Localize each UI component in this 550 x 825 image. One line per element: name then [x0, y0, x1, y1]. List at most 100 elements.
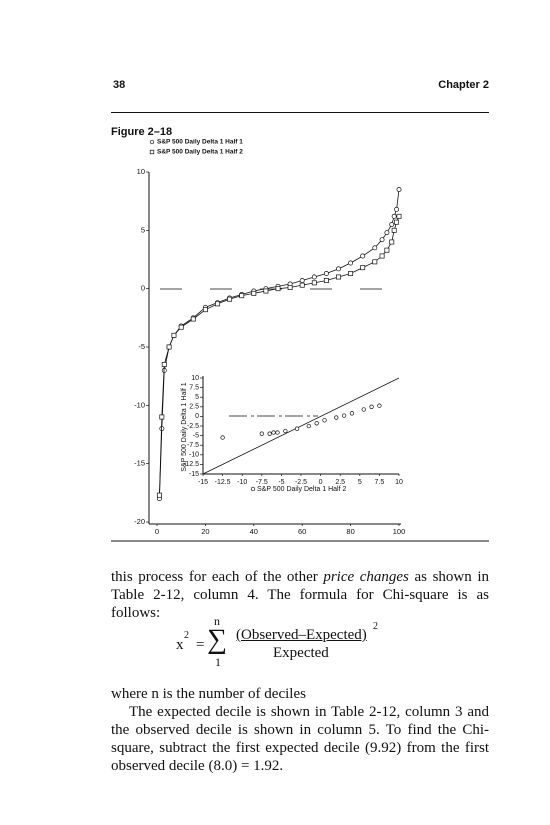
circle-marker — [389, 222, 395, 227]
square-marker — [275, 286, 281, 292]
y-tick-label: 0 — [141, 284, 145, 293]
formula-numerator-exp: 2 — [373, 621, 378, 632]
square-marker — [263, 288, 269, 294]
formula-numerator: (Observed–Expected) — [236, 627, 367, 643]
y-tick-label: 2.5 — [189, 404, 199, 411]
square-marker — [379, 253, 385, 259]
formula-upper: n — [214, 614, 220, 628]
square-marker — [202, 307, 208, 313]
square-marker — [251, 290, 257, 296]
x-tick-label: 0 — [319, 479, 323, 486]
circle-marker — [275, 430, 280, 435]
y-tick-label: -20 — [134, 517, 145, 526]
square-marker — [239, 293, 245, 299]
square-marker — [323, 278, 329, 283]
square-marker — [215, 301, 220, 307]
circle-marker — [259, 431, 264, 436]
x-tick-label: 20 — [201, 527, 209, 536]
inset-x-label: S&P 500 Daily Delta 1 Half 2 — [257, 486, 346, 493]
y-tick-label: -15 — [189, 471, 199, 478]
diagonal-line — [202, 377, 400, 475]
y-tick-label: 5 — [195, 394, 199, 401]
legend-label: S&P 500 Daily Delta 1 Half 2 — [157, 149, 243, 156]
circle-marker — [348, 260, 354, 266]
x-tick-label: -15 — [198, 479, 208, 486]
circle-marker — [369, 404, 374, 409]
circle-marker — [294, 426, 300, 431]
x-tick-label: 0 — [155, 527, 159, 536]
square-marker — [227, 296, 233, 302]
y-tick-label: -15 — [134, 459, 145, 468]
circle-marker — [372, 245, 378, 251]
circle-marker — [311, 274, 317, 280]
square-marker — [299, 282, 305, 288]
legend-label: S&P 500 Daily Delta 1 Half 1 — [157, 139, 243, 146]
square-marker — [394, 219, 400, 225]
formula-denominator: Expected — [273, 645, 329, 661]
y-tick-label: -10 — [189, 452, 199, 459]
text: this process for each of the other — [111, 569, 324, 585]
circle-marker — [384, 230, 390, 236]
circle-marker — [323, 271, 329, 276]
legend-marker — [149, 139, 155, 145]
y-tick-label: 10 — [137, 167, 145, 176]
square-marker — [396, 213, 402, 219]
square-marker — [391, 227, 397, 233]
square-marker — [360, 265, 366, 271]
square-marker — [190, 316, 196, 322]
y-tick-label: -2.5 — [187, 423, 199, 430]
x-tick-label: -7.5 — [256, 479, 268, 486]
paragraph: The expected decile is shown in Table 2-… — [111, 704, 489, 774]
square-marker — [159, 414, 165, 420]
square-marker — [156, 492, 162, 498]
x-tick-label: 7.5 — [375, 479, 385, 486]
y-tick-label: 10 — [191, 375, 199, 382]
formula-lhs: x — [176, 637, 184, 653]
circle-marker — [360, 253, 366, 259]
circle-marker — [341, 413, 347, 418]
formula-sigma: ∑ — [207, 624, 227, 655]
figure: S&P 500 Daily Delta 1 Half 2 S&P 500 Dai… — [111, 139, 489, 542]
circle-marker — [379, 237, 385, 243]
circle-marker — [349, 411, 355, 416]
formula-lhs-exp: 2 — [184, 630, 189, 641]
x-tick-label: 100 — [393, 527, 406, 536]
y-tick-label: 7.5 — [189, 384, 199, 391]
y-tick-label: -10 — [134, 400, 145, 409]
y-tick-label: -12.5 — [183, 461, 199, 468]
y-tick-label: -5 — [193, 432, 199, 439]
x-tick-label: 60 — [298, 527, 306, 536]
series-line — [159, 216, 400, 496]
x-tick-label: 2.5 — [335, 479, 345, 486]
square-marker — [161, 362, 167, 367]
circle-marker — [267, 431, 272, 436]
circle-marker — [299, 278, 305, 283]
x-tick-label: 40 — [250, 527, 258, 536]
inset-legend-marker — [250, 486, 256, 492]
square-marker — [372, 259, 378, 265]
x-tick-label: -2.5 — [295, 479, 307, 486]
inset-y-label: S&P 500 Daily Delta 1 Half 1 — [181, 382, 188, 471]
text-italic: price changes — [323, 569, 409, 585]
paragraph: where n is the number of deciles — [111, 686, 306, 702]
header-rule — [111, 112, 489, 113]
chapter-title: Chapter 2 — [438, 79, 489, 91]
y-tick-label: -7.5 — [187, 442, 199, 449]
square-marker — [336, 274, 341, 280]
circle-marker — [396, 187, 402, 192]
circle-marker — [391, 213, 397, 219]
circle-marker — [361, 407, 366, 412]
x-tick-label: 5 — [358, 479, 362, 486]
circle-marker — [394, 206, 400, 212]
square-marker — [389, 239, 395, 245]
square-marker — [311, 280, 317, 286]
paragraph: this process for each of the other price… — [111, 568, 489, 622]
x-tick-label: 80 — [346, 527, 354, 536]
legend-marker — [149, 149, 155, 155]
square-marker — [287, 285, 293, 290]
y-tick-label: 0 — [195, 413, 199, 420]
square-marker — [348, 271, 354, 276]
x-tick-label: -12.5 — [215, 479, 231, 486]
